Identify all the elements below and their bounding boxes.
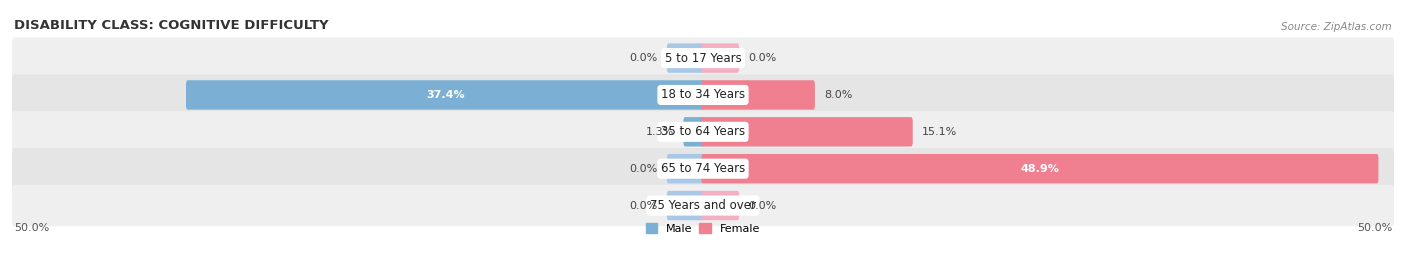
- Text: 5 to 17 Years: 5 to 17 Years: [665, 52, 741, 65]
- Text: Source: ZipAtlas.com: Source: ZipAtlas.com: [1281, 22, 1392, 31]
- FancyBboxPatch shape: [702, 43, 740, 73]
- Text: 1.3%: 1.3%: [645, 127, 673, 137]
- Text: 0.0%: 0.0%: [630, 200, 658, 211]
- FancyBboxPatch shape: [186, 80, 704, 110]
- FancyBboxPatch shape: [13, 148, 1393, 189]
- FancyBboxPatch shape: [702, 80, 815, 110]
- Text: 8.0%: 8.0%: [824, 90, 852, 100]
- Text: 75 Years and over: 75 Years and over: [650, 199, 756, 212]
- Text: 15.1%: 15.1%: [922, 127, 957, 137]
- FancyBboxPatch shape: [13, 185, 1393, 226]
- Text: 50.0%: 50.0%: [1357, 223, 1392, 233]
- FancyBboxPatch shape: [666, 154, 704, 183]
- Text: 0.0%: 0.0%: [630, 53, 658, 63]
- Text: 0.0%: 0.0%: [748, 200, 776, 211]
- Text: 0.0%: 0.0%: [748, 53, 776, 63]
- FancyBboxPatch shape: [702, 117, 912, 147]
- FancyBboxPatch shape: [702, 154, 1378, 183]
- Text: 0.0%: 0.0%: [630, 164, 658, 174]
- Text: 37.4%: 37.4%: [426, 90, 464, 100]
- Legend: Male, Female: Male, Female: [647, 223, 759, 234]
- FancyBboxPatch shape: [683, 117, 704, 147]
- FancyBboxPatch shape: [13, 74, 1393, 116]
- FancyBboxPatch shape: [702, 191, 740, 220]
- Text: 50.0%: 50.0%: [14, 223, 49, 233]
- Text: DISABILITY CLASS: COGNITIVE DIFFICULTY: DISABILITY CLASS: COGNITIVE DIFFICULTY: [14, 19, 329, 31]
- Text: 18 to 34 Years: 18 to 34 Years: [661, 89, 745, 101]
- FancyBboxPatch shape: [13, 37, 1393, 79]
- Text: 35 to 64 Years: 35 to 64 Years: [661, 125, 745, 138]
- FancyBboxPatch shape: [666, 191, 704, 220]
- FancyBboxPatch shape: [13, 111, 1393, 153]
- Text: 48.9%: 48.9%: [1021, 164, 1059, 174]
- FancyBboxPatch shape: [666, 43, 704, 73]
- Text: 65 to 74 Years: 65 to 74 Years: [661, 162, 745, 175]
